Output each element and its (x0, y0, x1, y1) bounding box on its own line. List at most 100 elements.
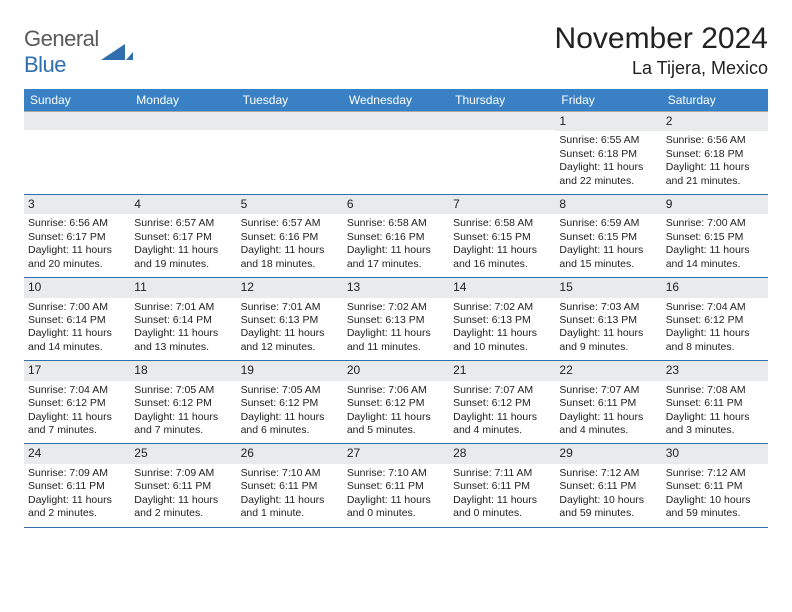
daylight-line: Daylight: 11 hours and 20 minutes. (28, 244, 112, 269)
sunset-line: Sunset: 6:17 PM (28, 231, 106, 243)
day-number: 20 (343, 361, 449, 380)
daylight-line: Daylight: 11 hours and 3 minutes. (666, 411, 750, 436)
calendar-cell: 22Sunrise: 7:07 AMSunset: 6:11 PMDayligh… (555, 360, 661, 443)
day-number: 1 (555, 112, 661, 131)
sunset-line: Sunset: 6:11 PM (666, 480, 743, 492)
sunset-line: Sunset: 6:16 PM (241, 231, 319, 243)
day-number: 29 (555, 444, 661, 463)
sunset-line: Sunset: 6:14 PM (28, 314, 106, 326)
calendar-cell: 23 Sunrise: 7:08 AMSunset: 6:11 PM Dayligh… (662, 360, 768, 443)
sunrise-line: Sunrise: 7:06 AM (347, 384, 427, 396)
calendar-cell: 14Sunrise: 7:02 AMSunset: 6:13 PMDayligh… (449, 277, 555, 360)
sunrise-line: Sunrise: 6:58 AM (347, 217, 427, 229)
day-body: Sunrise: 7:08 AMSunset: 6:11 PM Daylight:… (662, 381, 768, 444)
daylight-line: Daylight: 10 hours and 59 minutes. (666, 494, 751, 519)
day-body: Sunrise: 6:58 AMSunset: 6:15 PMDaylight:… (449, 214, 555, 277)
sunrise-line: Sunrise: 6:57 AM (241, 217, 321, 229)
weekday-header: Tuesday (237, 89, 343, 111)
day-body: Sunrise: 7:00 AMSunset: 6:14 PMDaylight:… (24, 298, 130, 361)
sunrise-line: Sunrise: 7:04 AM (28, 384, 108, 396)
calendar-page: General Blue November 2024 La Tijera, Me… (0, 0, 792, 546)
sunrise-line: Sunrise: 7:02 AM (347, 301, 427, 313)
weekday-header: Wednesday (343, 89, 449, 111)
day-body: Sunrise: 6:55 AMSunset: 6:18 PMDaylight:… (555, 131, 661, 194)
day-body: Sunrise: 7:11 AMSunset: 6:11 PM Daylight:… (449, 464, 555, 527)
day-number: 28 (449, 444, 555, 463)
calendar-cell: 21Sunrise: 7:07 AMSunset: 6:12 PMDayligh… (449, 360, 555, 443)
day-body: Sunrise: 7:10 AMSunset: 6:11 PMDaylight:… (237, 464, 343, 527)
sunset-line: Sunset: 6:12 PM (241, 397, 319, 409)
sunrise-line: Sunrise: 7:03 AM (559, 301, 639, 313)
sunset-line: Sunset: 6:16 PM (347, 231, 425, 243)
calendar-cell: 13Sunrise: 7:02 AMSunset: 6:13 PMDayligh… (343, 277, 449, 360)
calendar-cell: 12Sunrise: 7:01 AMSunset: 6:13 PMDayligh… (237, 277, 343, 360)
title-block: November 2024 La Tijera, Mexico (555, 22, 768, 79)
daylight-line: Daylight: 11 hours and 11 minutes. (347, 327, 431, 352)
sunrise-line: Sunrise: 6:59 AM (559, 217, 639, 229)
day-number: 12 (237, 278, 343, 297)
day-number: 30 (662, 444, 768, 463)
calendar-cell (130, 111, 236, 194)
day-number: 17 (24, 361, 130, 380)
month-title: November 2024 (555, 22, 768, 56)
daylight-line: Daylight: 11 hours and 8 minutes. (666, 327, 750, 352)
sunset-line: Sunset: 6:13 PM (559, 314, 637, 326)
sunset-line: Sunset: 6:14 PM (134, 314, 212, 326)
empty-day-number (343, 112, 449, 130)
calendar-cell (24, 111, 130, 194)
sunset-line: Sunset: 6:11 PM (453, 480, 530, 492)
day-number: 3 (24, 195, 130, 214)
sunrise-line: Sunrise: 7:11 AM (453, 467, 532, 479)
day-number: 23 (662, 361, 768, 380)
day-number: 5 (237, 195, 343, 214)
day-body: Sunrise: 6:59 AMSunset: 6:15 PMDaylight:… (555, 214, 661, 277)
daylight-line: Daylight: 11 hours and 4 minutes. (453, 411, 537, 436)
calendar-cell: 28 Sunrise: 7:11 AMSunset: 6:11 PM Dayligh… (449, 443, 555, 527)
daylight-line: Daylight: 11 hours and 21 minutes. (666, 161, 750, 186)
sunset-line: Sunset: 6:11 PM (666, 397, 743, 409)
calendar-cell: 3Sunrise: 6:56 AMSunset: 6:17 PMDaylight… (24, 194, 130, 277)
sunset-line: Sunset: 6:11 PM (559, 480, 636, 492)
sunrise-line: Sunrise: 7:12 AM (559, 467, 639, 479)
sunset-line: Sunset: 6:11 PM (134, 480, 211, 492)
empty-day-number (130, 112, 236, 130)
daylight-line: Daylight: 11 hours and 0 minutes. (453, 494, 537, 519)
logo-text-a: General (24, 26, 99, 51)
calendar-cell: 10Sunrise: 7:00 AMSunset: 6:14 PMDayligh… (24, 277, 130, 360)
sunrise-line: Sunrise: 7:05 AM (241, 384, 321, 396)
sunset-line: Sunset: 6:15 PM (559, 231, 637, 243)
day-number: 18 (130, 361, 236, 380)
day-body: Sunrise: 7:04 AMSunset: 6:12 PMDaylight:… (24, 381, 130, 444)
daylight-line: Daylight: 10 hours and 59 minutes. (559, 494, 644, 519)
sunset-line: Sunset: 6:15 PM (453, 231, 531, 243)
sunrise-line: Sunrise: 7:04 AM (666, 301, 746, 313)
day-number: 2 (662, 112, 768, 131)
logo-triangle-icon (101, 40, 135, 67)
day-number: 15 (555, 278, 661, 297)
calendar-cell: 18Sunrise: 7:05 AMSunset: 6:12 PMDayligh… (130, 360, 236, 443)
calendar-cell: 27Sunrise: 7:10 AMSunset: 6:11 PMDayligh… (343, 443, 449, 527)
calendar-cell: 9Sunrise: 7:00 AMSunset: 6:15 PMDaylight… (662, 194, 768, 277)
empty-day-number (24, 112, 130, 130)
calendar-cell: 17Sunrise: 7:04 AMSunset: 6:12 PMDayligh… (24, 360, 130, 443)
daylight-line: Daylight: 11 hours and 5 minutes. (347, 411, 431, 436)
day-body: Sunrise: 7:02 AMSunset: 6:13 PMDaylight:… (343, 298, 449, 361)
day-body: Sunrise: 7:03 AMSunset: 6:13 PMDaylight:… (555, 298, 661, 361)
day-body: Sunrise: 7:02 AMSunset: 6:13 PMDaylight:… (449, 298, 555, 361)
logo-text: General Blue (24, 26, 99, 78)
daylight-line: Daylight: 11 hours and 10 minutes. (453, 327, 537, 352)
sunrise-line: Sunrise: 7:00 AM (666, 217, 746, 229)
sunrise-line: Sunrise: 7:08 AM (666, 384, 746, 396)
day-number: 14 (449, 278, 555, 297)
day-body: Sunrise: 7:05 AMSunset: 6:12 PMDaylight:… (130, 381, 236, 444)
sunset-line: Sunset: 6:18 PM (559, 148, 637, 160)
calendar-cell: 25Sunrise: 7:09 AMSunset: 6:11 PMDayligh… (130, 443, 236, 527)
calendar-cell: 8Sunrise: 6:59 AMSunset: 6:15 PMDaylight… (555, 194, 661, 277)
calendar-body: 1Sunrise: 6:55 AMSunset: 6:18 PMDaylight… (24, 111, 768, 528)
sunrise-line: Sunrise: 7:01 AM (241, 301, 321, 313)
empty-day-number (237, 112, 343, 130)
calendar-cell: 11Sunrise: 7:01 AMSunset: 6:14 PMDayligh… (130, 277, 236, 360)
sunset-line: Sunset: 6:13 PM (347, 314, 425, 326)
day-number: 9 (662, 195, 768, 214)
day-number: 25 (130, 444, 236, 463)
